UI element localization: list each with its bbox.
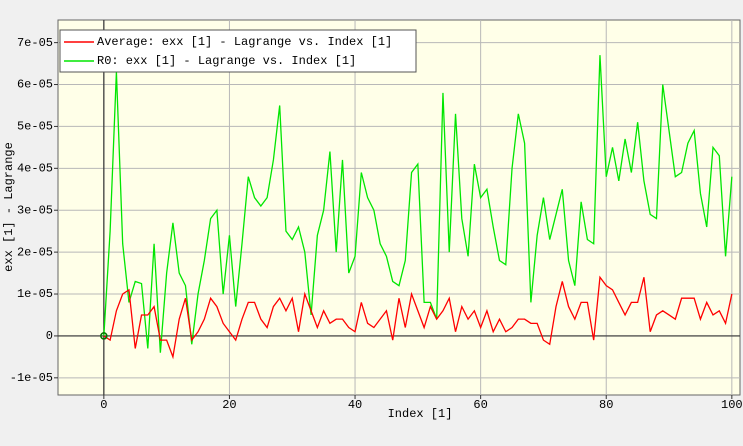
series-line	[103, 275, 733, 360]
x-tick-label: 20	[222, 398, 236, 412]
legend-label: Average: exx [1] - Lagrange vs. Index [1…	[97, 35, 392, 49]
y-axis-label: exx [1] - Lagrange	[2, 142, 16, 272]
y-tick-label: 0	[46, 329, 53, 343]
x-tick-label: 80	[599, 398, 613, 412]
y-tick-label: 2e-05	[17, 245, 53, 259]
origin-marker	[100, 332, 108, 340]
plot-area	[57, 19, 741, 396]
y-tick-label: 6e-05	[17, 78, 53, 92]
x-tick-label: 0	[100, 398, 107, 412]
y-tick-label: 3e-05	[17, 203, 53, 217]
y-tick-label: 4e-05	[17, 161, 53, 175]
legend-box	[59, 29, 417, 73]
y-tick-label: 5e-05	[17, 120, 53, 134]
y-tick-label: 1e-05	[17, 287, 53, 301]
y-tick-label: 7e-05	[17, 36, 53, 50]
legend: Average: exx [1] - Lagrange vs. Index [1…	[59, 29, 417, 73]
x-tick-label: 60	[473, 398, 487, 412]
legend-label: R0: exx [1] - Lagrange vs. Index [1]	[97, 54, 356, 68]
series-line	[103, 55, 733, 353]
x-axis-label: Index [1]	[388, 407, 453, 421]
x-tick-label: 100	[721, 398, 743, 412]
y-tick-label: -1e-05	[10, 371, 53, 385]
x-tick-label: 40	[348, 398, 362, 412]
